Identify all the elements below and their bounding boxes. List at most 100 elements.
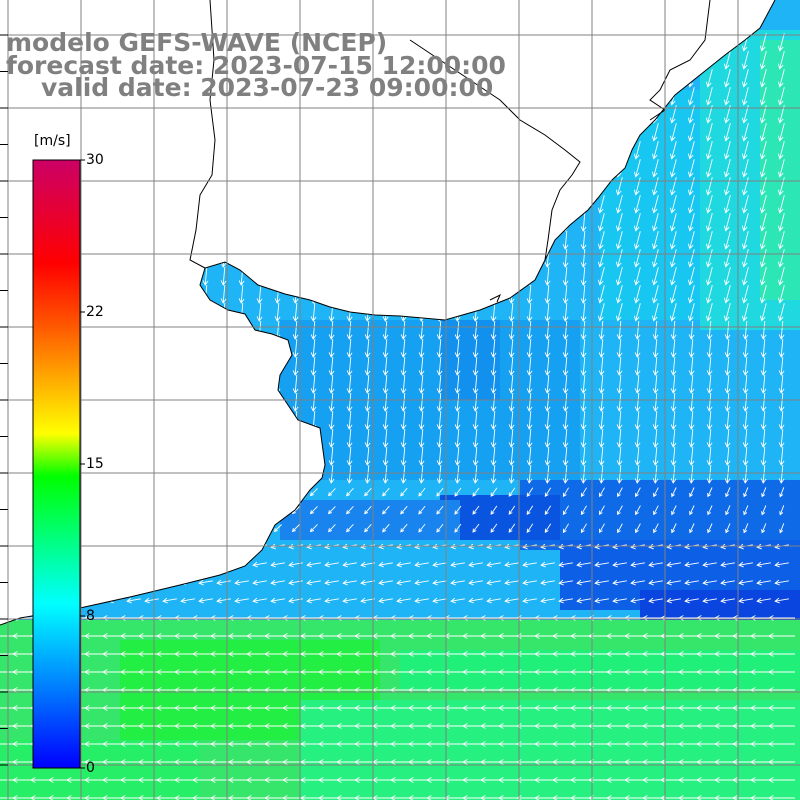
wind-arrow [382, 176, 389, 196]
wind-arrow [472, 428, 479, 448]
wind-arrow [238, 338, 245, 358]
wind-arrow [705, 231, 713, 250]
wind-arrow [526, 392, 533, 412]
wind-arrow [306, 597, 321, 604]
wind-arrow [756, 561, 771, 568]
wind-arrow [436, 338, 443, 358]
wind-arrow [166, 410, 173, 430]
wind-arrow [94, 338, 101, 358]
wind-arrow [166, 194, 173, 214]
wind-arrow [108, 579, 123, 586]
coastline [0, 0, 776, 626]
wind-arrow [112, 338, 119, 358]
wind-arrow [130, 230, 137, 250]
wind-arrow [651, 303, 659, 322]
wind-arrow [436, 248, 443, 268]
wind-arrow [472, 338, 479, 358]
wind-arrow [130, 392, 137, 412]
wind-arrow [22, 446, 29, 466]
wind-arrow [743, 505, 749, 516]
wind-arrow [292, 194, 299, 214]
wind-arrow [508, 140, 515, 160]
wind-arrow [777, 177, 785, 196]
wind-arrow [759, 69, 767, 88]
wind-arrow [454, 284, 461, 304]
wind-arrow [544, 68, 551, 88]
wind-arrow [454, 410, 461, 430]
wind-arrow [238, 446, 245, 466]
wind-arrow [309, 506, 318, 515]
wind-arrow [400, 158, 407, 178]
wind-arrow [166, 140, 173, 160]
wind-arrow [558, 579, 573, 586]
wind-arrow [490, 505, 498, 515]
wind-arrow [768, 705, 795, 711]
wind-arrow [633, 195, 641, 214]
wind-arrow [544, 523, 552, 533]
wind-arrow [93, 506, 103, 514]
wind-arrow [688, 356, 695, 376]
wind-arrow [705, 159, 713, 178]
wind-arrow [202, 374, 209, 394]
wind-arrow [436, 392, 443, 412]
wind-arrow [94, 230, 101, 250]
wind-arrow [526, 284, 533, 304]
wind-arrow [292, 464, 299, 484]
wind-arrow [220, 356, 227, 376]
wind-arrow [508, 410, 515, 430]
wind-arrow [669, 231, 677, 250]
wind-arrow [454, 338, 461, 358]
wind-arrow [201, 488, 211, 496]
wind-arrow [94, 248, 101, 268]
wind-arrow [22, 464, 29, 484]
wind-arrow [94, 356, 101, 376]
wind-arrow [562, 464, 569, 484]
wind-arrow [742, 392, 749, 412]
wind-arrow [508, 374, 515, 394]
wind-arrow [652, 320, 659, 340]
wind-arrow [594, 561, 609, 568]
wind-arrow [760, 446, 767, 466]
wind-arrow [292, 446, 299, 466]
wind-arrow [130, 158, 137, 178]
wind-arrow [544, 505, 552, 515]
wind-arrow [220, 374, 227, 394]
wind-arrow [364, 230, 371, 250]
wind-arrow [292, 392, 299, 412]
wind-arrow [382, 356, 389, 376]
wind-arrow [364, 356, 371, 376]
wind-arrow [328, 374, 335, 394]
wind-arrow [292, 428, 299, 448]
wind-arrow [738, 597, 753, 604]
wind-arrow [382, 505, 390, 515]
wind-arrow [148, 392, 155, 412]
wind-arrow [436, 122, 443, 142]
wind-arrow [720, 561, 735, 568]
wind-arrow [22, 158, 29, 178]
wind-arrow [310, 446, 317, 466]
wind-arrow [759, 303, 767, 322]
wind-arrow [689, 487, 695, 498]
wind-arrow [651, 51, 659, 70]
wind-arrow [202, 302, 209, 322]
wind-arrow [724, 464, 731, 484]
wind-arrow [687, 231, 695, 250]
wind-arrow [633, 177, 641, 196]
wind-arrow [526, 505, 534, 515]
wind-arrow [597, 303, 605, 322]
wind-arrow [346, 266, 353, 286]
wind-arrow [166, 230, 173, 250]
wind-arrow [774, 561, 789, 568]
wind-arrow [580, 338, 587, 358]
wind-arrow [724, 428, 731, 448]
wind-arrow [184, 356, 191, 376]
wind-arrow [94, 428, 101, 448]
wind-arrow [22, 212, 29, 232]
wind-arrow [346, 248, 353, 268]
wind-arrow [273, 488, 282, 497]
wind-arrow [112, 464, 119, 484]
wind-arrow [216, 579, 231, 586]
wind-arrow [580, 374, 587, 394]
wind-arrow [768, 759, 795, 765]
wind-arrow [396, 579, 411, 586]
